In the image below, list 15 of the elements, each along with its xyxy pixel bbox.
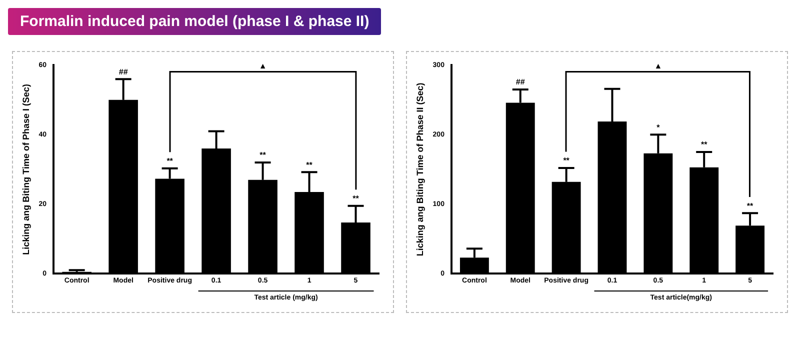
annotation: ▲ xyxy=(258,61,267,70)
y-axis-title: Licking ang Biting Time of Phase I (Sec) xyxy=(20,84,31,255)
chart-title: Formalin induced pain model (phase I & phase II) xyxy=(8,8,382,35)
annotation: ▲ xyxy=(654,61,662,70)
annotation: * xyxy=(656,122,661,132)
y-axis-title: Licking ang Biting Time of Phase II (Sec) xyxy=(414,82,425,256)
annotation: ** xyxy=(306,160,314,170)
annotation: ** xyxy=(166,156,174,166)
annotation: ** xyxy=(746,201,754,210)
annotation: ** xyxy=(352,194,360,204)
annotation: ** xyxy=(260,150,267,160)
annotation: ** xyxy=(700,140,708,150)
annotation: ** xyxy=(563,156,570,166)
annotation: ## xyxy=(516,78,526,87)
annotation: ## xyxy=(118,67,128,76)
